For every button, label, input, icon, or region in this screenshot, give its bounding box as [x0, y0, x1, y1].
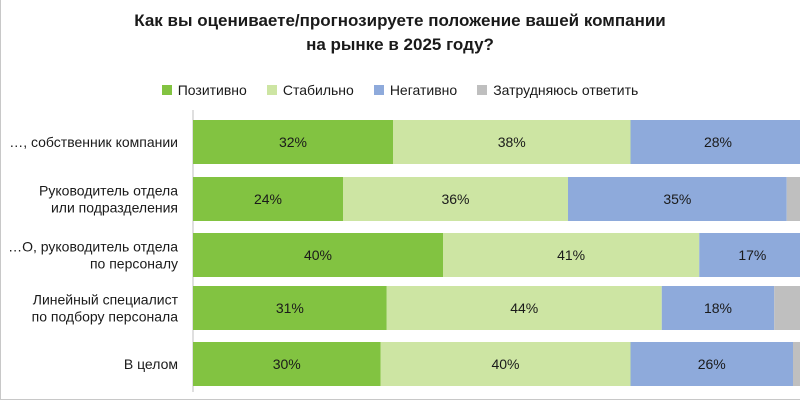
- category-label: …О, руководитель отдела по персоналу: [8, 239, 178, 272]
- legend-label-negative: Негативно: [389, 82, 458, 98]
- bar-segment: [193, 177, 343, 221]
- category-label: Руководитель отдела или подразделения: [39, 183, 178, 216]
- bar-segment: [380, 342, 631, 386]
- bar-segment: [193, 286, 387, 330]
- legend-label-undecided: Затрудняюсь ответить: [493, 82, 639, 98]
- bar-segment: [193, 233, 443, 277]
- bar-segment: [786, 177, 800, 221]
- legend-item-stable: Стабильно: [266, 80, 354, 100]
- category-label: В целом: [124, 356, 178, 372]
- chart-title-line-2: на рынке в 2025 году?: [306, 35, 494, 54]
- data-label: 35%: [663, 191, 691, 207]
- data-label: 30%: [273, 356, 301, 372]
- data-label: 26%: [698, 356, 726, 372]
- legend-swatch-positive: [161, 85, 172, 95]
- bar-segment: [699, 233, 800, 277]
- data-label: 38%: [498, 134, 526, 150]
- legend-label-stable: Стабильно: [282, 82, 354, 98]
- data-label: 41%: [557, 247, 585, 263]
- data-label: 36%: [441, 191, 469, 207]
- legend-swatch-undecided: [477, 85, 488, 95]
- chart-title: Как вы оцениваете/прогнозируете положени…: [0, 9, 800, 57]
- legend-item-negative: Негативно: [373, 80, 458, 100]
- chart-legend: Позитивно Стабильно Негативно Затрудняюс…: [0, 80, 800, 100]
- bar-segment: [630, 120, 800, 164]
- data-label: 40%: [491, 356, 519, 372]
- data-label: 18%: [704, 300, 732, 316]
- bar-segment: [193, 342, 381, 386]
- bar-segment: [661, 286, 775, 330]
- legend-swatch-negative: [373, 85, 384, 95]
- bar-segment: [393, 120, 631, 164]
- bar-segment: [774, 286, 800, 330]
- bar-segment: [568, 177, 787, 221]
- data-label: 28%: [704, 134, 732, 150]
- category-label: …, собственник компании: [9, 134, 178, 150]
- bar-segment: [443, 233, 700, 277]
- data-label: 32%: [279, 134, 307, 150]
- data-label: 40%: [304, 247, 332, 263]
- data-label: 44%: [510, 300, 538, 316]
- data-label: 17%: [738, 247, 766, 263]
- bar-segment: [193, 120, 393, 164]
- chart-title-line-1: Как вы оцениваете/прогнозируете положени…: [134, 11, 666, 30]
- legend-swatch-stable: [266, 85, 277, 95]
- bar-segment: [343, 177, 568, 221]
- bar-segment: [386, 286, 662, 330]
- data-label: 24%: [254, 191, 282, 207]
- legend-label-positive: Позитивно: [177, 82, 247, 98]
- legend-item-undecided: Затрудняюсь ответить: [477, 80, 638, 100]
- category-label: Линейный специалист по подбору персонала: [32, 292, 179, 325]
- bar-segment: [793, 342, 800, 386]
- bar-segment: [630, 342, 793, 386]
- data-label: 31%: [276, 300, 304, 316]
- legend-item-positive: Позитивно: [161, 80, 247, 100]
